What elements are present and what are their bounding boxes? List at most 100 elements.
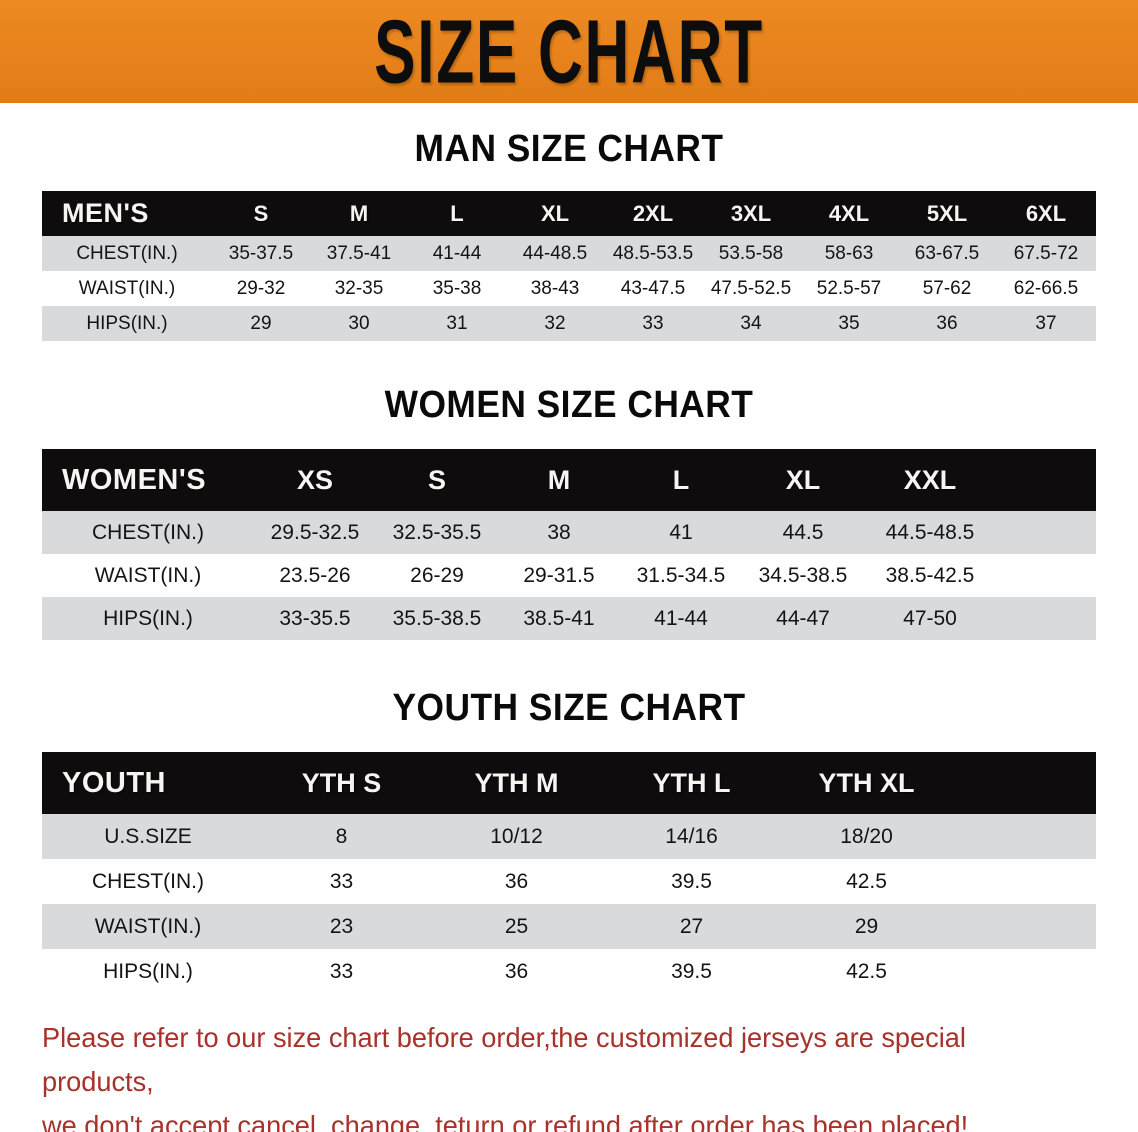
table-cell: 26-29 [376,554,498,597]
women-row-label: HIPS(IN.) [42,597,254,640]
table-cell: 29-32 [212,271,310,306]
women-row-label: CHEST(IN.) [42,511,254,554]
table-cell: 58-63 [800,236,898,271]
table-cell: 44.5 [742,511,864,554]
youth-row-label: HIPS(IN.) [42,949,254,994]
table-cell: 41 [620,511,742,554]
table-cell: 67.5-72 [996,236,1096,271]
table-cell: 57-62 [898,271,996,306]
youth-corner-label: YOUTH [42,752,254,814]
table-row: CHEST(IN.) 29.5-32.5 32.5-35.5 38 41 44.… [42,511,1096,554]
table-cell-empty [996,554,1096,597]
table-row: HIPS(IN.) 33 36 39.5 42.5 [42,949,1096,994]
women-col-header: XL [742,449,864,511]
table-cell: 31 [408,306,506,341]
women-table-wrapper: WOMEN'S XS S M L XL XXL CHEST(IN.) 29.5-… [0,449,1138,640]
man-col-header: S [212,191,310,236]
table-cell: 35 [800,306,898,341]
table-cell-empty [954,814,1096,859]
table-cell: 27 [604,904,779,949]
table-cell: 38-43 [506,271,604,306]
table-cell-empty [996,597,1096,640]
table-cell: 53.5-58 [702,236,800,271]
table-cell: 33 [254,859,429,904]
table-cell: 47-50 [864,597,996,640]
table-cell: 35.5-38.5 [376,597,498,640]
women-section-title: WOMEN SIZE CHART [384,384,754,426]
table-cell: 30 [310,306,408,341]
women-size-table: WOMEN'S XS S M L XL XXL CHEST(IN.) 29.5-… [42,449,1096,640]
table-cell: 35-38 [408,271,506,306]
man-size-table: MEN'S S M L XL 2XL 3XL 4XL 5XL 6XL CHEST… [42,191,1096,341]
table-cell: 10/12 [429,814,604,859]
youth-size-table: YOUTH YTH S YTH M YTH L YTH XL U.S.SIZE … [42,752,1096,994]
table-cell: 43-47.5 [604,271,702,306]
youth-col-header: YTH L [604,752,779,814]
man-col-header: 5XL [898,191,996,236]
table-cell: 44-47 [742,597,864,640]
table-row: CHEST(IN.) 33 36 39.5 42.5 [42,859,1096,904]
table-cell: 18/20 [779,814,954,859]
table-cell: 33-35.5 [254,597,376,640]
table-cell: 31.5-34.5 [620,554,742,597]
man-section-title: MAN SIZE CHART [414,128,724,170]
table-cell-empty [954,859,1096,904]
table-row: U.S.SIZE 8 10/12 14/16 18/20 [42,814,1096,859]
youth-row-label: WAIST(IN.) [42,904,254,949]
table-cell: 36 [429,859,604,904]
table-cell: 63-67.5 [898,236,996,271]
women-col-header: L [620,449,742,511]
table-cell: 34 [702,306,800,341]
table-cell: 29 [779,904,954,949]
man-corner-label: MEN'S [42,191,212,236]
table-cell: 34.5-38.5 [742,554,864,597]
table-cell: 29 [212,306,310,341]
page-title: SIZE CHART [374,0,764,102]
table-cell: 33 [254,949,429,994]
disclaimer-line-1: Please refer to our size chart before or… [42,1022,966,1097]
table-cell: 47.5-52.5 [702,271,800,306]
women-corner-label: WOMEN'S [42,449,254,511]
table-cell: 23 [254,904,429,949]
table-row: HIPS(IN.) 33-35.5 35.5-38.5 38.5-41 41-4… [42,597,1096,640]
women-col-header: M [498,449,620,511]
table-cell: 38 [498,511,620,554]
youth-col-header: YTH S [254,752,429,814]
table-cell: 48.5-53.5 [604,236,702,271]
table-cell: 38.5-42.5 [864,554,996,597]
youth-row-label: U.S.SIZE [42,814,254,859]
man-col-header: XL [506,191,604,236]
table-row: WAIST(IN.) 23.5-26 26-29 29-31.5 31.5-34… [42,554,1096,597]
table-cell: 39.5 [604,859,779,904]
man-table-wrapper: MEN'S S M L XL 2XL 3XL 4XL 5XL 6XL CHEST… [0,191,1138,341]
table-cell: 37.5-41 [310,236,408,271]
table-cell: 41-44 [620,597,742,640]
table-cell: 32.5-35.5 [376,511,498,554]
youth-col-header-empty [954,752,1096,814]
disclaimer: Please refer to our size chart before or… [42,1016,1064,1132]
table-cell-empty [954,949,1096,994]
youth-col-header: YTH XL [779,752,954,814]
table-cell: 29-31.5 [498,554,620,597]
youth-col-header: YTH M [429,752,604,814]
man-col-header: 2XL [604,191,702,236]
man-header-row: MEN'S S M L XL 2XL 3XL 4XL 5XL 6XL [42,191,1096,236]
man-col-header: 6XL [996,191,1096,236]
table-cell: 39.5 [604,949,779,994]
man-row-label: CHEST(IN.) [42,236,212,271]
table-cell: 37 [996,306,1096,341]
table-cell: 25 [429,904,604,949]
table-cell: 42.5 [779,859,954,904]
table-cell: 38.5-41 [498,597,620,640]
table-cell: 42.5 [779,949,954,994]
man-row-label: WAIST(IN.) [42,271,212,306]
table-cell: 52.5-57 [800,271,898,306]
man-col-header: 3XL [702,191,800,236]
table-cell: 44-48.5 [506,236,604,271]
table-cell-empty [996,511,1096,554]
table-cell: 8 [254,814,429,859]
man-col-header: M [310,191,408,236]
man-row-label: HIPS(IN.) [42,306,212,341]
table-cell-empty [954,904,1096,949]
